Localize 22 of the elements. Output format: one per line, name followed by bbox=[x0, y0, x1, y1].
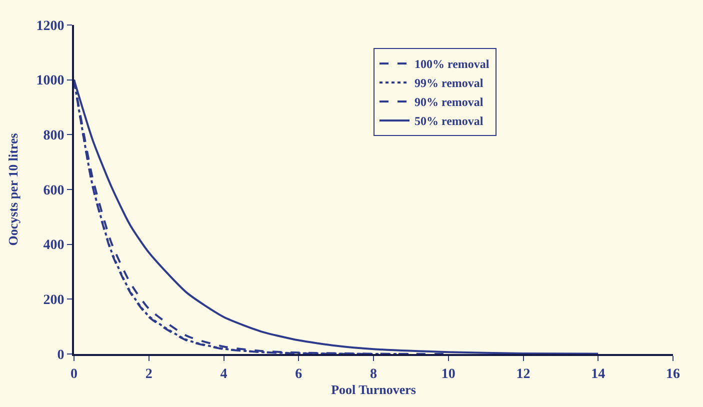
x-tick-label: 12 bbox=[516, 366, 530, 382]
legend-label: 90% removal bbox=[414, 95, 484, 110]
y-tick-label: 1000 bbox=[36, 74, 64, 89]
x-tick-label: 2 bbox=[145, 366, 152, 382]
x-tick-label: 6 bbox=[295, 366, 302, 382]
x-tick-label: 8 bbox=[370, 366, 377, 382]
y-axis-title: Oocysts per 10 litres bbox=[6, 133, 21, 246]
y-tick-label: 600 bbox=[43, 183, 64, 198]
legend-label: 50% removal bbox=[414, 114, 484, 128]
x-tick-label: 4 bbox=[220, 366, 228, 382]
y-tick-label: 1200 bbox=[36, 18, 64, 34]
x-axis-title: Pool Turnovers bbox=[331, 382, 416, 397]
legend-label: 100% removal bbox=[414, 57, 490, 72]
x-tick-label: 0 bbox=[70, 366, 78, 382]
y-tick-label: 800 bbox=[43, 128, 64, 144]
x-tick-label: 14 bbox=[591, 366, 606, 382]
y-tick-label: 0 bbox=[57, 348, 64, 363]
x-tick-label: 16 bbox=[666, 366, 680, 382]
y-tick-label: 200 bbox=[43, 293, 64, 308]
x-tick-label: 10 bbox=[441, 366, 456, 382]
y-tick-label: 400 bbox=[43, 238, 64, 254]
legend-label: 99% removal bbox=[414, 76, 484, 90]
